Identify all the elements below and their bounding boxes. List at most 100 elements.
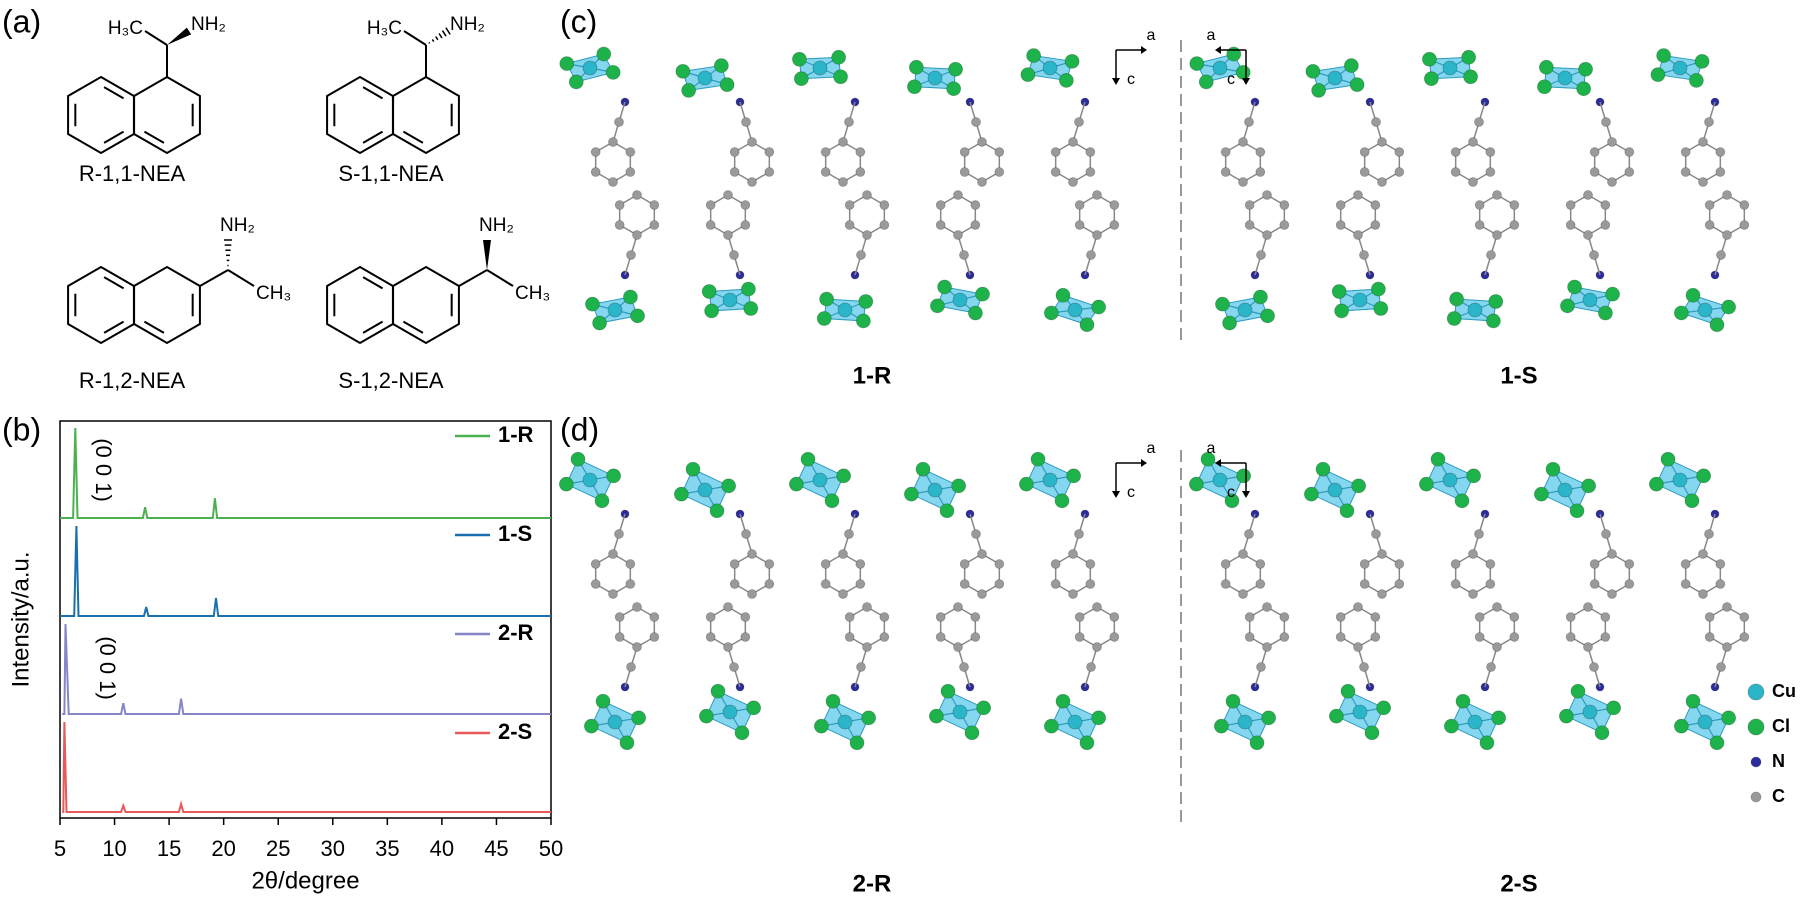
atom [1255, 579, 1266, 589]
bond [402, 130, 424, 144]
atom [970, 632, 981, 642]
bond [362, 130, 384, 144]
atom [1279, 612, 1290, 622]
atom [1697, 302, 1713, 318]
atom [1565, 200, 1576, 210]
atom [816, 311, 832, 326]
atom [1581, 478, 1597, 494]
atom [833, 69, 848, 85]
atom [1238, 589, 1248, 599]
atom [1359, 147, 1370, 157]
annotation: (0 0 1) [91, 438, 116, 502]
atom [1074, 117, 1084, 127]
atom [1043, 718, 1059, 734]
x-tick-label: 15 [157, 836, 181, 861]
atom [820, 167, 831, 177]
atom [940, 683, 956, 699]
x-tick-label: 10 [102, 836, 126, 861]
atom [1698, 549, 1708, 559]
atom [1279, 220, 1290, 230]
axis-letter: a [1207, 27, 1216, 44]
atom [1474, 200, 1485, 210]
atom [1262, 642, 1272, 652]
atom [1594, 725, 1610, 741]
atom [908, 59, 924, 75]
atom [1673, 305, 1689, 321]
atom [607, 714, 623, 730]
atom [1085, 559, 1096, 569]
atom [951, 478, 967, 494]
arrow-head [1141, 46, 1147, 54]
atom [605, 64, 621, 80]
group-label: NH₂ [220, 215, 255, 236]
bond [143, 320, 165, 334]
atom [649, 200, 660, 210]
atom [1715, 579, 1726, 589]
arrow-head [1242, 78, 1250, 85]
atom [1684, 493, 1700, 509]
atom [862, 190, 872, 200]
atom [623, 289, 638, 305]
atom [1359, 579, 1370, 589]
atom [952, 704, 968, 720]
annotation: (0 0 1) [95, 636, 120, 700]
atom [1721, 710, 1737, 726]
atom [1685, 693, 1701, 709]
atom [825, 693, 841, 709]
group-label: H₃C [367, 18, 402, 39]
atom [1747, 683, 1765, 701]
atom [1262, 230, 1272, 240]
arrow-head [1242, 491, 1250, 498]
arrow-head [1215, 459, 1221, 467]
atom [582, 60, 598, 76]
atom [1109, 200, 1120, 210]
ring [133, 75, 201, 155]
atom [928, 708, 944, 724]
plot-frame [59, 420, 552, 819]
atom [632, 230, 642, 240]
atom [1606, 700, 1622, 716]
atom [855, 579, 866, 589]
group-label: NH₂ [479, 215, 514, 236]
atom [1394, 559, 1405, 569]
atom [977, 177, 987, 187]
atom [764, 559, 775, 569]
atom [1567, 279, 1582, 295]
structure-label: 2-S [1500, 870, 1537, 897]
atom [1351, 478, 1367, 494]
y-axis-label: Intensity/a.u. [7, 551, 34, 687]
atom [1715, 147, 1726, 157]
axis-letter: c [1127, 71, 1135, 88]
atom [614, 117, 624, 127]
atom [1085, 579, 1096, 589]
atom [630, 308, 645, 324]
atom [1042, 60, 1058, 76]
atom [594, 493, 610, 509]
atom [1422, 51, 1437, 67]
atom [722, 704, 738, 720]
atom [1694, 53, 1710, 69]
axis-letter: a [1207, 440, 1216, 457]
atom [855, 147, 866, 157]
group-label: CH₃ [515, 283, 550, 304]
atom [1352, 292, 1368, 308]
atom [838, 177, 848, 187]
atom [1334, 303, 1350, 319]
atom [673, 486, 689, 502]
atom [1086, 250, 1096, 260]
atom [1055, 693, 1071, 709]
atom [747, 177, 757, 187]
atom [740, 220, 751, 230]
atom [1537, 79, 1552, 95]
atom [1680, 147, 1691, 157]
atom [1589, 559, 1600, 569]
atom [1624, 147, 1635, 157]
atom [1583, 230, 1593, 240]
panel-label: (b) [2, 411, 41, 447]
atom [1565, 632, 1576, 642]
atom [595, 693, 611, 709]
bond [486, 269, 514, 287]
atom [1085, 167, 1096, 177]
atom [1538, 59, 1554, 75]
atom [729, 662, 739, 672]
